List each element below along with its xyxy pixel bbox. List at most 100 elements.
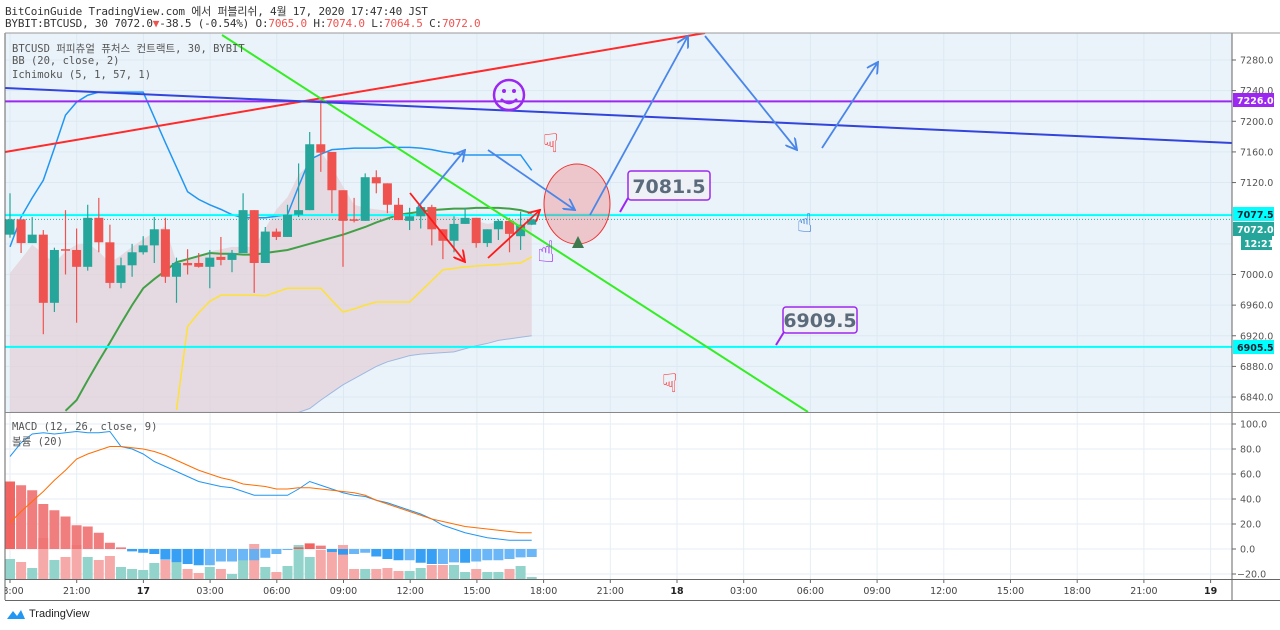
candle[interactable]	[482, 229, 492, 247]
candle[interactable]	[471, 217, 481, 248]
candle[interactable]	[194, 253, 204, 268]
candle[interactable]	[271, 228, 281, 241]
candle[interactable]	[405, 207, 415, 231]
candle[interactable]	[382, 183, 392, 214]
svg-text:7072.0: 7072.0	[1237, 225, 1274, 236]
arrow-down-blue[interactable]	[704, 35, 797, 150]
smiley-icon[interactable]	[492, 78, 526, 112]
macd-pane[interactable]	[5, 430, 537, 580]
candle-body	[194, 262, 204, 267]
high-label: H:	[313, 17, 327, 30]
candle[interactable]	[283, 204, 292, 237]
hand-pointing-down-icon[interactable]: ☟	[662, 369, 678, 399]
price-callout-upper[interactable]: 7081.5	[619, 170, 711, 213]
candle[interactable]	[238, 193, 248, 254]
candle[interactable]	[105, 224, 115, 289]
candle[interactable]	[294, 163, 304, 218]
candle[interactable]	[460, 207, 470, 224]
candle[interactable]	[338, 190, 348, 267]
volume-bar	[5, 559, 15, 579]
price-callout-lower[interactable]: 6909.5	[775, 306, 858, 346]
arrow-up-blue[interactable]	[417, 150, 465, 208]
candle[interactable]	[505, 217, 514, 253]
candle-body	[360, 177, 370, 221]
hand-pointing-down-icon[interactable]: ☟	[543, 129, 559, 159]
candle[interactable]	[172, 257, 181, 303]
arrow-up-blue[interactable]	[589, 36, 688, 216]
hand-pointing-up-icon[interactable]: ☝	[537, 235, 555, 270]
candle[interactable]	[260, 226, 270, 263]
macd-histogram-bar	[5, 481, 15, 549]
time-tick-label: 06:00	[797, 586, 824, 597]
candle[interactable]	[360, 173, 370, 221]
legend-volume[interactable]: 볼륨 (20)	[12, 436, 63, 448]
candle-body	[72, 249, 82, 267]
macd-histogram-bar	[238, 549, 249, 561]
macd-histogram-bar	[293, 547, 304, 549]
macd-tick-label: 20.0	[1240, 520, 1261, 531]
candle-body	[394, 204, 403, 221]
candle[interactable]	[305, 132, 315, 211]
candle[interactable]	[449, 216, 459, 253]
candle[interactable]	[116, 257, 126, 289]
trendline-blue[interactable]	[5, 87, 1232, 144]
candle[interactable]	[94, 197, 104, 253]
drawings-layer: ☟ ☟ ☝ ☝ 7081.5 6909.5	[5, 33, 1232, 412]
candle[interactable]	[127, 243, 137, 277]
time-axis[interactable]: 18:00 21:00 17 03:00 06:00 09:00 12:00 15:00 18:…	[0, 579, 1217, 597]
candle-body	[371, 177, 381, 184]
candle[interactable]	[27, 217, 37, 244]
candle[interactable]	[427, 204, 437, 246]
candle[interactable]	[160, 217, 170, 283]
candle[interactable]	[49, 247, 59, 313]
macd-histogram-bar	[60, 516, 71, 549]
candle[interactable]	[516, 211, 526, 250]
candle[interactable]	[227, 249, 237, 273]
macd-tick-label: −20.0	[1237, 570, 1266, 581]
candle[interactable]	[249, 210, 259, 293]
trendline-green[interactable]	[221, 34, 809, 412]
volume-bar	[249, 544, 260, 579]
candle[interactable]	[371, 170, 381, 194]
tradingview-logo[interactable]: TradingView	[6, 608, 90, 620]
macd-histogram-bar	[215, 549, 226, 562]
hand-pointing-up-icon[interactable]: ☝	[797, 209, 813, 239]
candle[interactable]	[216, 236, 226, 266]
candle[interactable]	[493, 219, 503, 241]
candle[interactable]	[394, 197, 403, 221]
legend-macd[interactable]: MACD (12, 26, close, 9)	[12, 421, 158, 433]
chart-legend-title[interactable]: BTCUSD 퍼피츄얼 퓨처스 컨트랙트, 30, BYBIT	[12, 43, 245, 55]
candle[interactable]	[327, 151, 337, 214]
candle[interactable]	[83, 204, 93, 271]
macd-tick-label: 0.0	[1240, 545, 1255, 556]
candle[interactable]	[38, 230, 48, 335]
arrow-up-red[interactable]	[487, 210, 540, 259]
candle[interactable]	[316, 99, 326, 172]
candle[interactable]	[205, 249, 215, 289]
main-pane[interactable]	[5, 91, 1232, 412]
candle[interactable]	[5, 193, 15, 238]
volume-bar	[437, 565, 448, 579]
candle[interactable]	[349, 197, 359, 223]
candle[interactable]	[16, 219, 26, 254]
arrow-down-blue[interactable]	[487, 149, 575, 210]
legend-ichimoku[interactable]: Ichimoku (5, 1, 57, 1)	[12, 69, 152, 81]
open-label: O:	[255, 17, 269, 30]
candle[interactable]	[72, 228, 82, 323]
trendline-red[interactable]	[5, 33, 706, 153]
macd-histogram-bar	[393, 549, 404, 561]
candle[interactable]	[149, 217, 159, 263]
arrow-down-red[interactable]	[409, 192, 465, 262]
volume-bar	[138, 570, 149, 579]
candle[interactable]	[138, 236, 148, 255]
arrow-up-blue[interactable]	[821, 62, 878, 149]
candle-body	[83, 217, 93, 267]
candle[interactable]	[61, 210, 70, 275]
candle[interactable]	[183, 249, 193, 275]
symbol-name[interactable]: BYBIT:BTCUSD, 30	[5, 17, 108, 30]
time-tick-label: 03:00	[730, 586, 757, 597]
target-ellipse[interactable]	[543, 163, 611, 245]
legend-bb[interactable]: BB (20, close, 2)	[12, 55, 120, 67]
candle[interactable]	[416, 204, 426, 229]
